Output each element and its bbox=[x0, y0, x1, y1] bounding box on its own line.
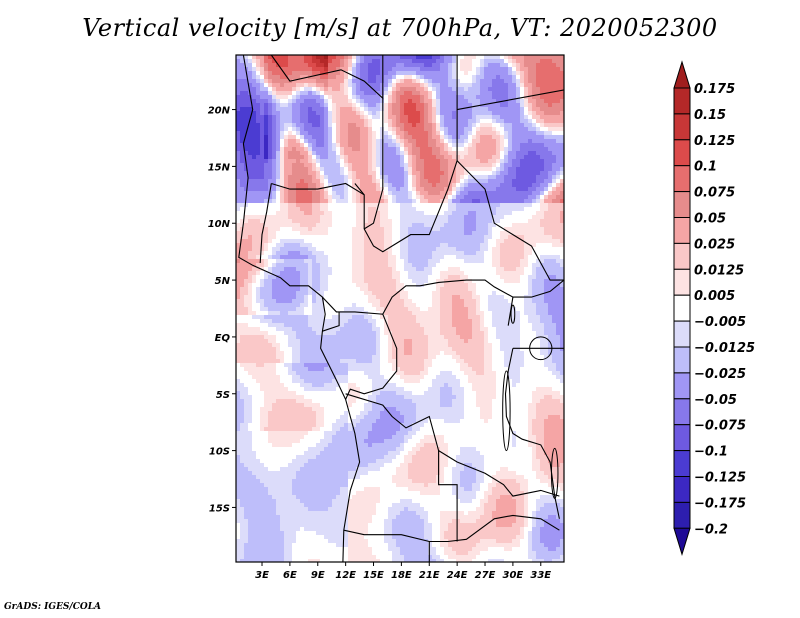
border-line bbox=[456, 160, 564, 281]
chart-title: Vertical velocity [m/s] at 700hPa, VT: 2… bbox=[82, 14, 718, 42]
velocity-field bbox=[236, 55, 564, 562]
y-tick-label: 10S bbox=[209, 447, 230, 458]
colorbar-label: 0.005 bbox=[694, 289, 735, 304]
colorbar-label: 0.0125 bbox=[694, 263, 744, 278]
lake-outline bbox=[550, 447, 559, 499]
border-line bbox=[457, 89, 564, 111]
colorbar-label: 0.125 bbox=[694, 134, 735, 149]
colorbar-extend-bottom bbox=[673, 527, 691, 557]
colorbar-box bbox=[673, 501, 691, 529]
y-tick-label: 5N bbox=[215, 276, 231, 287]
colorbar: 0.175 0.15 0.125 0.1 0.075 0.05 0.025 0.0125 0.0… bbox=[673, 60, 755, 557]
colorbar-label: 0.175 bbox=[694, 82, 735, 97]
x-tick-label: 18E bbox=[391, 570, 412, 581]
y-tick-label: 5S bbox=[216, 390, 230, 401]
colorbar-label: −0.075 bbox=[694, 419, 746, 434]
x-tick-label: 6E bbox=[283, 570, 297, 581]
y-tick-label: 10N bbox=[208, 219, 231, 230]
country-borders bbox=[238, 55, 564, 562]
border-line bbox=[504, 348, 560, 519]
lake-outline bbox=[502, 370, 511, 452]
colorbar-box bbox=[673, 320, 691, 348]
colorbar-label: −0.005 bbox=[694, 315, 746, 330]
y-axis: 15S 10S 5S EQ 5N 10N 15N 20N bbox=[208, 106, 236, 514]
x-tick-label: 33E bbox=[530, 570, 551, 581]
border-line bbox=[322, 311, 340, 332]
colorbar-box bbox=[673, 217, 691, 244]
colorbar-label: 0.05 bbox=[694, 212, 726, 227]
x-tick-label: 27E bbox=[475, 570, 496, 581]
colorbar-extend-top bbox=[673, 60, 691, 89]
x-tick-label: 24E bbox=[447, 570, 468, 581]
colorbar-box bbox=[673, 294, 691, 322]
colorbar-label: −0.1 bbox=[694, 445, 728, 460]
colorbar-label: −0.2 bbox=[694, 522, 728, 537]
border-line bbox=[438, 450, 458, 542]
colorbar-box bbox=[673, 450, 691, 478]
x-tick-label: 3E bbox=[255, 570, 269, 581]
y-tick-label: 20N bbox=[208, 106, 231, 117]
x-tick-label: 15E bbox=[363, 570, 384, 581]
colorbar-box bbox=[673, 191, 691, 219]
colorbar-box bbox=[673, 398, 691, 426]
colorbar-box bbox=[673, 165, 691, 193]
colorbar-box bbox=[673, 139, 691, 167]
colorbar-label: −0.125 bbox=[694, 471, 746, 486]
colorbar-label: −0.0125 bbox=[694, 341, 755, 356]
border-line bbox=[363, 98, 384, 230]
x-tick-label: 21E bbox=[419, 570, 440, 581]
map-frame bbox=[235, 54, 565, 563]
x-tick-label: 12E bbox=[335, 570, 356, 581]
y-tick-label: 15S bbox=[209, 503, 230, 514]
y-tick-label: EQ bbox=[215, 333, 231, 344]
border-line bbox=[271, 182, 365, 196]
border-line bbox=[259, 183, 272, 264]
border-line bbox=[322, 279, 564, 315]
y-tick-label: 15N bbox=[208, 162, 231, 173]
x-tick-label: 30E bbox=[503, 570, 524, 581]
border-line bbox=[345, 393, 560, 497]
colorbar-box bbox=[673, 372, 691, 400]
colorbar-box bbox=[673, 476, 691, 503]
colorbar-label: 0.1 bbox=[694, 160, 717, 175]
border-line bbox=[345, 313, 398, 400]
colorbar-label: −0.025 bbox=[694, 367, 746, 382]
x-tick-label: 9E bbox=[311, 570, 325, 581]
lake-outline bbox=[510, 304, 516, 324]
colorbar-label: −0.175 bbox=[694, 496, 746, 511]
colorbar-box bbox=[673, 87, 691, 115]
colorbar-box bbox=[673, 424, 691, 452]
colorbar-box bbox=[673, 346, 691, 374]
border-line bbox=[507, 297, 514, 326]
lake-outline bbox=[529, 336, 553, 361]
colorbar-box bbox=[673, 113, 691, 141]
colorbar-label: 0.025 bbox=[694, 237, 735, 252]
colorbar-box bbox=[673, 268, 691, 296]
colorbar-label: 0.075 bbox=[694, 186, 735, 201]
colorbar-box bbox=[673, 242, 691, 270]
colorbar-label: −0.05 bbox=[694, 393, 737, 408]
grads-credit: GrADS: IGES/COLA bbox=[4, 602, 102, 612]
x-axis: 3E 6E 9E 12E 15E 18E 21E 24E 27E 30E 33E bbox=[255, 562, 551, 581]
border-line bbox=[354, 55, 458, 253]
colorbar-label: 0.15 bbox=[694, 108, 726, 123]
border-line bbox=[270, 55, 384, 100]
